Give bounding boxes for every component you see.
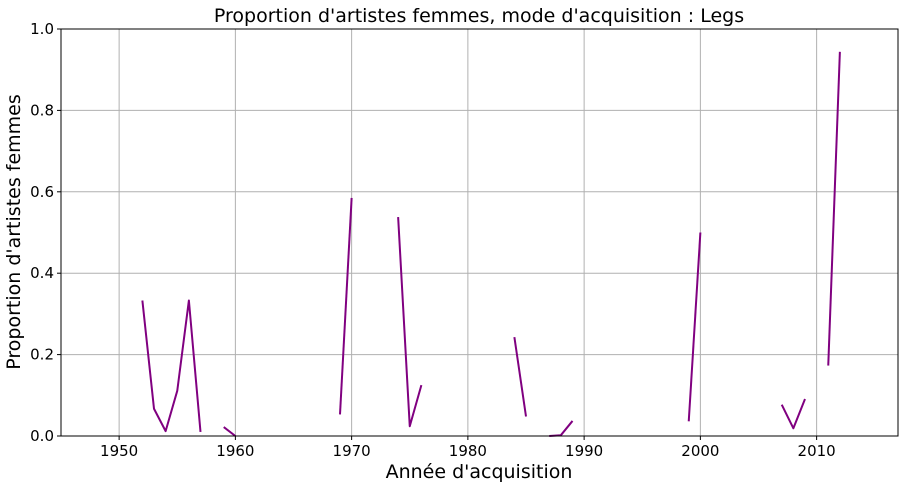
series-line-segment [780, 398, 806, 430]
x-tick-label: 1950 [100, 442, 138, 460]
y-tick-label: 0.8 [30, 101, 54, 119]
x-tick-label: 1970 [333, 442, 371, 460]
x-tick-label: 1990 [565, 442, 603, 460]
x-tick-label: 1980 [449, 442, 487, 460]
series-line-segment [687, 232, 702, 422]
series-group [141, 51, 841, 437]
plot-frame [60, 28, 899, 437]
x-axis-label: Année d'acquisition [386, 461, 573, 483]
x-tick-label: 1960 [216, 442, 254, 460]
y-axis-ticks: 0.0 0.2 0.4 0.6 0.8 1.0 [30, 20, 61, 445]
series-line-segment [513, 336, 527, 417]
series-line-segment [827, 51, 841, 366]
y-axis-label: Proportion d'artistes femmes [3, 94, 25, 370]
chart-title: Proportion d'artistes femmes, mode d'acq… [214, 5, 744, 27]
x-tick-label: 2000 [681, 442, 719, 460]
series-line-segment [141, 299, 202, 433]
y-tick-label: 0.6 [30, 183, 54, 201]
y-tick-label: 0.0 [30, 427, 54, 445]
y-tick-label: 0.2 [30, 346, 54, 364]
y-tick-label: 0.4 [30, 264, 54, 282]
series-line-segment [339, 197, 353, 415]
series-line-segment [223, 426, 236, 437]
series-line-segment [397, 216, 423, 428]
x-axis-ticks: 1950 1960 1970 1980 1990 2000 2010 [100, 436, 836, 460]
y-tick-label: 1.0 [30, 20, 54, 38]
x-tick-label: 2010 [798, 442, 836, 460]
